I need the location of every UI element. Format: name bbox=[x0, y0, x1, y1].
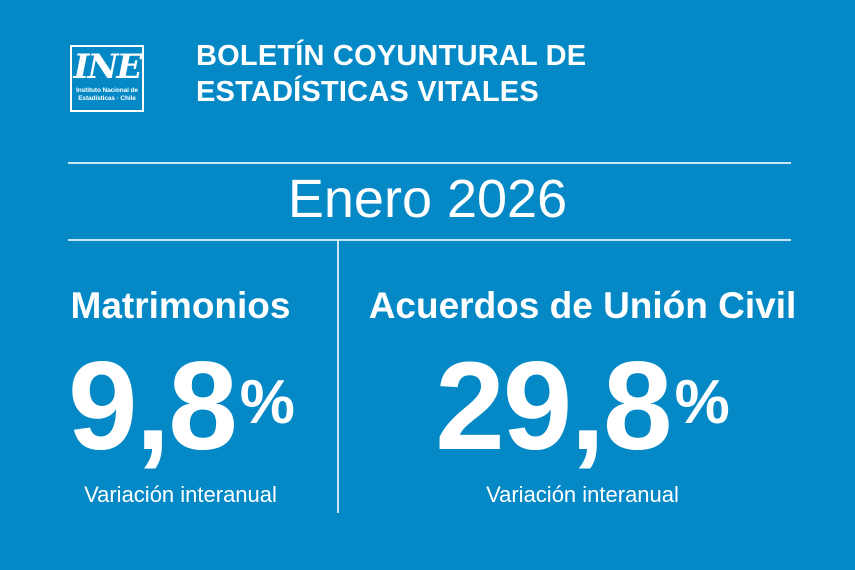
stat-union-civil-label: Acuerdos de Unión Civil bbox=[368, 285, 797, 326]
stat-union-civil-value: 29,8% bbox=[360, 340, 805, 469]
ine-logo-acronym: INE bbox=[73, 47, 143, 87]
page-title-line1: BOLETÍN COYUNTURAL DE bbox=[196, 40, 587, 72]
page-title: BOLETÍN COYUNTURAL DE ESTADÍSTICAS VITAL… bbox=[196, 38, 586, 110]
ine-logo-subtitle-line1: Instituto Nacional de bbox=[76, 87, 138, 94]
stat-matrimonios-caption: Variación interanual bbox=[84, 482, 277, 507]
stat-union-civil: Acuerdos de Unión Civil 29,8% Variación … bbox=[360, 240, 805, 508]
divider-top bbox=[68, 162, 791, 164]
period-label: Enero 2026 bbox=[287, 169, 568, 229]
stat-union-civil-percent-sign: % bbox=[674, 368, 730, 437]
stat-matrimonios: Matrimonios 9,8% Variación interanual bbox=[68, 240, 295, 508]
stat-matrimonios-number: 9,8 bbox=[68, 337, 238, 476]
stat-matrimonios-label: Matrimonios bbox=[70, 285, 291, 326]
ine-logo-subtitle-line2: Estadísticas · Chile bbox=[78, 94, 136, 102]
stat-union-civil-number: 29,8 bbox=[435, 337, 672, 476]
ine-logo: INE Instituto Nacional de Estadísticas ·… bbox=[70, 45, 144, 112]
page-title-line2: ESTADÍSTICAS VITALES bbox=[196, 76, 539, 108]
stat-matrimonios-value: 9,8% bbox=[68, 340, 295, 469]
divider-middle bbox=[68, 239, 791, 241]
divider-vertical-columns bbox=[337, 240, 339, 513]
ine-logo-subtitle: Instituto Nacional de Estadísticas · Chi… bbox=[76, 87, 138, 102]
stat-matrimonios-percent-sign: % bbox=[239, 368, 295, 437]
stat-union-civil-caption: Variación interanual bbox=[486, 482, 679, 507]
